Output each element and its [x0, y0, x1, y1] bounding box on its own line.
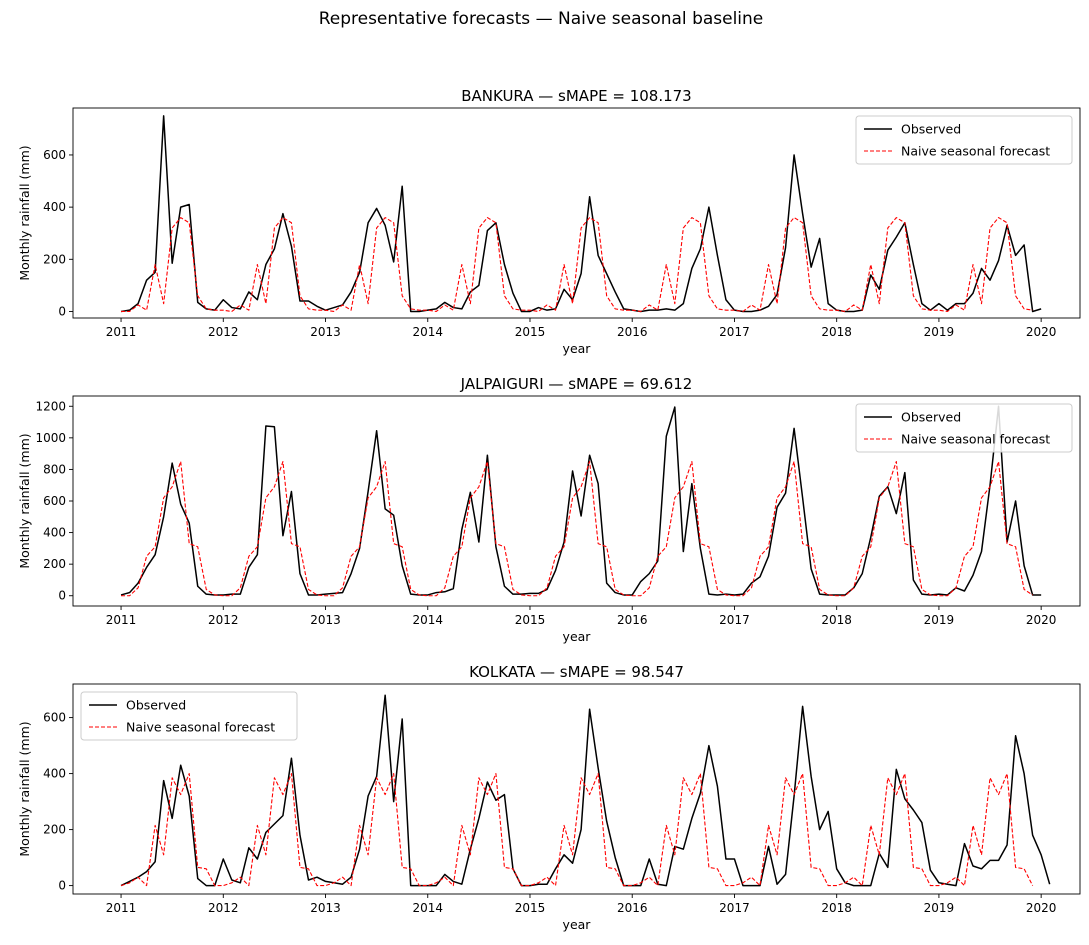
chart-panel-2: JALPAIGURI — sMAPE = 69.612 2011 2012 2013 2… [17, 375, 1081, 644]
legend-observed-label: Observed [901, 122, 961, 137]
x-tick-label: 2019 [924, 901, 955, 915]
legend: Observed Naive seasonal forecast [855, 403, 1073, 453]
x-tick-label: 2014 [412, 325, 443, 339]
x-tick-label: 2015 [515, 613, 546, 627]
x-axis-label: year [563, 629, 592, 644]
legend-forecast-label: Naive seasonal forecast [901, 144, 1050, 159]
legend-forecast-label: Naive seasonal forecast [901, 432, 1050, 447]
forecast-series-line [121, 460, 1033, 597]
x-tick-label: 2017 [719, 613, 750, 627]
x-tick-label: 2015 [515, 325, 546, 339]
x-tick-label: 2012 [208, 325, 239, 339]
observed-series-line [120, 115, 1042, 313]
axes-frame [72, 395, 1081, 607]
y-axis-label: Monthly rainfall (mm) [17, 433, 32, 568]
y-tick-label: 1200 [35, 399, 66, 413]
chart-panel-1: BANKURA — sMAPE = 108.173 2011 2012 2013 201… [17, 87, 1081, 356]
y-axis-label: Monthly rainfall (mm) [17, 721, 32, 856]
y-tick-label: 600 [43, 711, 66, 725]
x-tick-label: 2011 [106, 325, 137, 339]
legend-box [855, 403, 1073, 453]
y-tick-label: 400 [43, 526, 66, 540]
panel-title: KOLKATA — sMAPE = 98.547 [469, 663, 684, 681]
axes-frame [72, 107, 1081, 319]
panel-title: BANKURA — sMAPE = 108.173 [461, 87, 691, 105]
x-tick-label: 2012 [208, 613, 239, 627]
forecast-series-line [121, 217, 1033, 313]
y-tick-label: 600 [43, 148, 66, 162]
figure-title: Representative forecasts — Naive seasona… [319, 9, 764, 29]
y-tick-label: 0 [58, 304, 66, 318]
x-tick-label: 2020 [1026, 901, 1057, 915]
x-tick-label: 2016 [617, 325, 648, 339]
chart-panel-3: KOLKATA — sMAPE = 98.547 2011 2012 2013 2014… [17, 663, 1081, 932]
x-tick-label: 2017 [719, 325, 750, 339]
legend-box [80, 691, 298, 741]
x-tick-label: 2018 [821, 325, 852, 339]
legend: Observed Naive seasonal forecast [80, 691, 298, 741]
x-tick-label: 2014 [412, 901, 443, 915]
x-tick-label: 2016 [617, 901, 648, 915]
x-axis-label: year [563, 341, 592, 356]
x-tick-label: 2018 [821, 613, 852, 627]
panel-title: JALPAIGURI — sMAPE = 69.612 [460, 375, 693, 393]
y-tick-label: 400 [43, 767, 66, 781]
x-tick-label: 2012 [208, 901, 239, 915]
x-tick-label: 2016 [617, 613, 648, 627]
observed-series-line [120, 405, 1042, 596]
x-tick-label: 2013 [310, 613, 341, 627]
y-tick-label: 0 [58, 589, 66, 603]
x-tick-label: 2019 [924, 613, 955, 627]
legend: Observed Naive seasonal forecast [855, 115, 1073, 165]
observed-series-line [120, 694, 1051, 887]
y-tick-label: 400 [43, 200, 66, 214]
y-tick-label: 600 [43, 494, 66, 508]
legend-observed-label: Observed [126, 698, 186, 713]
y-axis-label: Monthly rainfall (mm) [17, 145, 32, 280]
x-axis-label: year [563, 917, 592, 932]
x-tick-label: 2020 [1026, 325, 1057, 339]
x-tick-label: 2011 [106, 901, 137, 915]
legend-forecast-label: Naive seasonal forecast [126, 720, 275, 735]
y-tick-label: 200 [43, 823, 66, 837]
x-tick-label: 2019 [924, 325, 955, 339]
y-tick-label: 800 [43, 462, 66, 476]
x-tick-label: 2011 [106, 613, 137, 627]
forecast-series-line [120, 773, 1034, 887]
legend-observed-label: Observed [901, 410, 961, 425]
x-tick-label: 2020 [1026, 613, 1057, 627]
x-tick-label: 2013 [310, 325, 341, 339]
x-tick-label: 2017 [719, 901, 750, 915]
axes-frame [72, 683, 1081, 895]
y-tick-label: 0 [58, 879, 66, 893]
x-tick-label: 2014 [412, 613, 443, 627]
y-tick-label: 200 [43, 252, 66, 266]
y-tick-label: 1000 [35, 431, 66, 445]
x-tick-label: 2018 [821, 901, 852, 915]
y-tick-label: 200 [43, 557, 66, 571]
x-tick-label: 2015 [515, 901, 546, 915]
x-tick-label: 2013 [310, 901, 341, 915]
legend-box [855, 115, 1073, 165]
